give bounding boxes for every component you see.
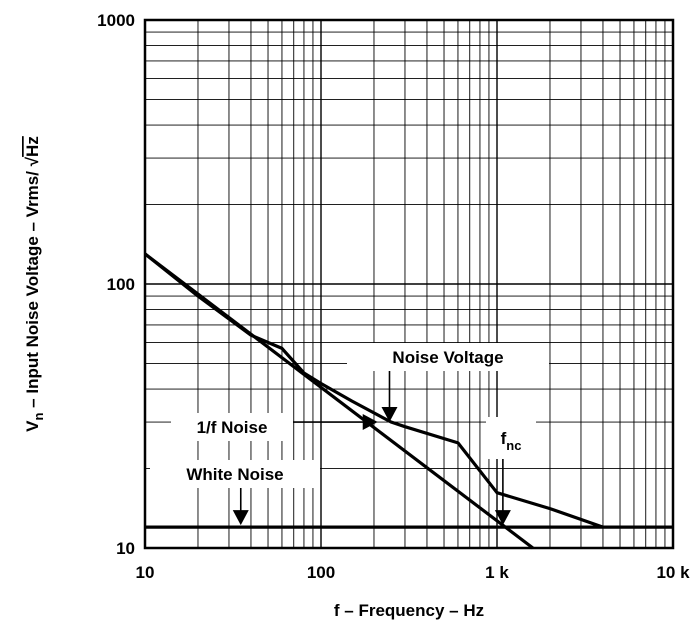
x-tick-label: 1 k xyxy=(485,563,509,582)
annotation-text: 1/f Noise xyxy=(197,418,268,437)
annotation-label: White Noise xyxy=(186,465,283,484)
annotation-arrowhead xyxy=(232,510,249,526)
annotation-label-bg xyxy=(150,460,320,488)
annotation-text: White Noise xyxy=(186,465,283,484)
annotation-text: Noise Voltage xyxy=(392,348,503,367)
annotations: Noise Voltage 1/f Noise White Noise fnc xyxy=(150,343,549,526)
annotation-label-bg xyxy=(171,413,293,441)
annotation-arrowhead xyxy=(381,407,398,423)
x-tick-label: 100 xyxy=(307,563,335,582)
plot-frame xyxy=(143,18,675,550)
y-tick-label: 100 xyxy=(107,275,135,294)
y-axis-title-root: √ xyxy=(23,156,42,166)
series-line-2 xyxy=(144,252,534,550)
y-tick-label: 1000 xyxy=(97,11,135,30)
y-axis-title-rest: – Input Noise Voltage – Vrms/ xyxy=(23,166,42,412)
annotation-arrowhead xyxy=(494,510,511,526)
annotation-label: 1/f Noise xyxy=(197,418,268,437)
x-tick-label: 10 xyxy=(136,563,155,582)
y-axis-title-radicand: Hz xyxy=(23,136,42,157)
annotation-label-bg xyxy=(486,417,536,459)
annotation-text: f xyxy=(501,429,507,448)
y-axis-title-prefix: V xyxy=(23,420,42,432)
y-axis-title-subscript: n xyxy=(31,413,46,421)
x-tick-label: 10 k xyxy=(656,563,690,582)
annotation-subscript: nc xyxy=(506,438,521,453)
annotation-label: Noise Voltage xyxy=(392,348,503,367)
tick-labels: 10 100 1 k 10 k 10 100 1000 xyxy=(97,11,690,582)
x-axis-title: f – Frequency – Hz xyxy=(334,601,484,620)
annotation-label-bg xyxy=(347,343,549,371)
y-tick-label: 10 xyxy=(116,539,135,558)
annotation-label: fnc xyxy=(501,429,522,453)
annotation-arrowhead xyxy=(362,414,378,431)
y-axis-title: Vn – Input Noise Voltage – Vrms/ √Hz xyxy=(23,136,46,432)
series-layer xyxy=(144,252,673,550)
